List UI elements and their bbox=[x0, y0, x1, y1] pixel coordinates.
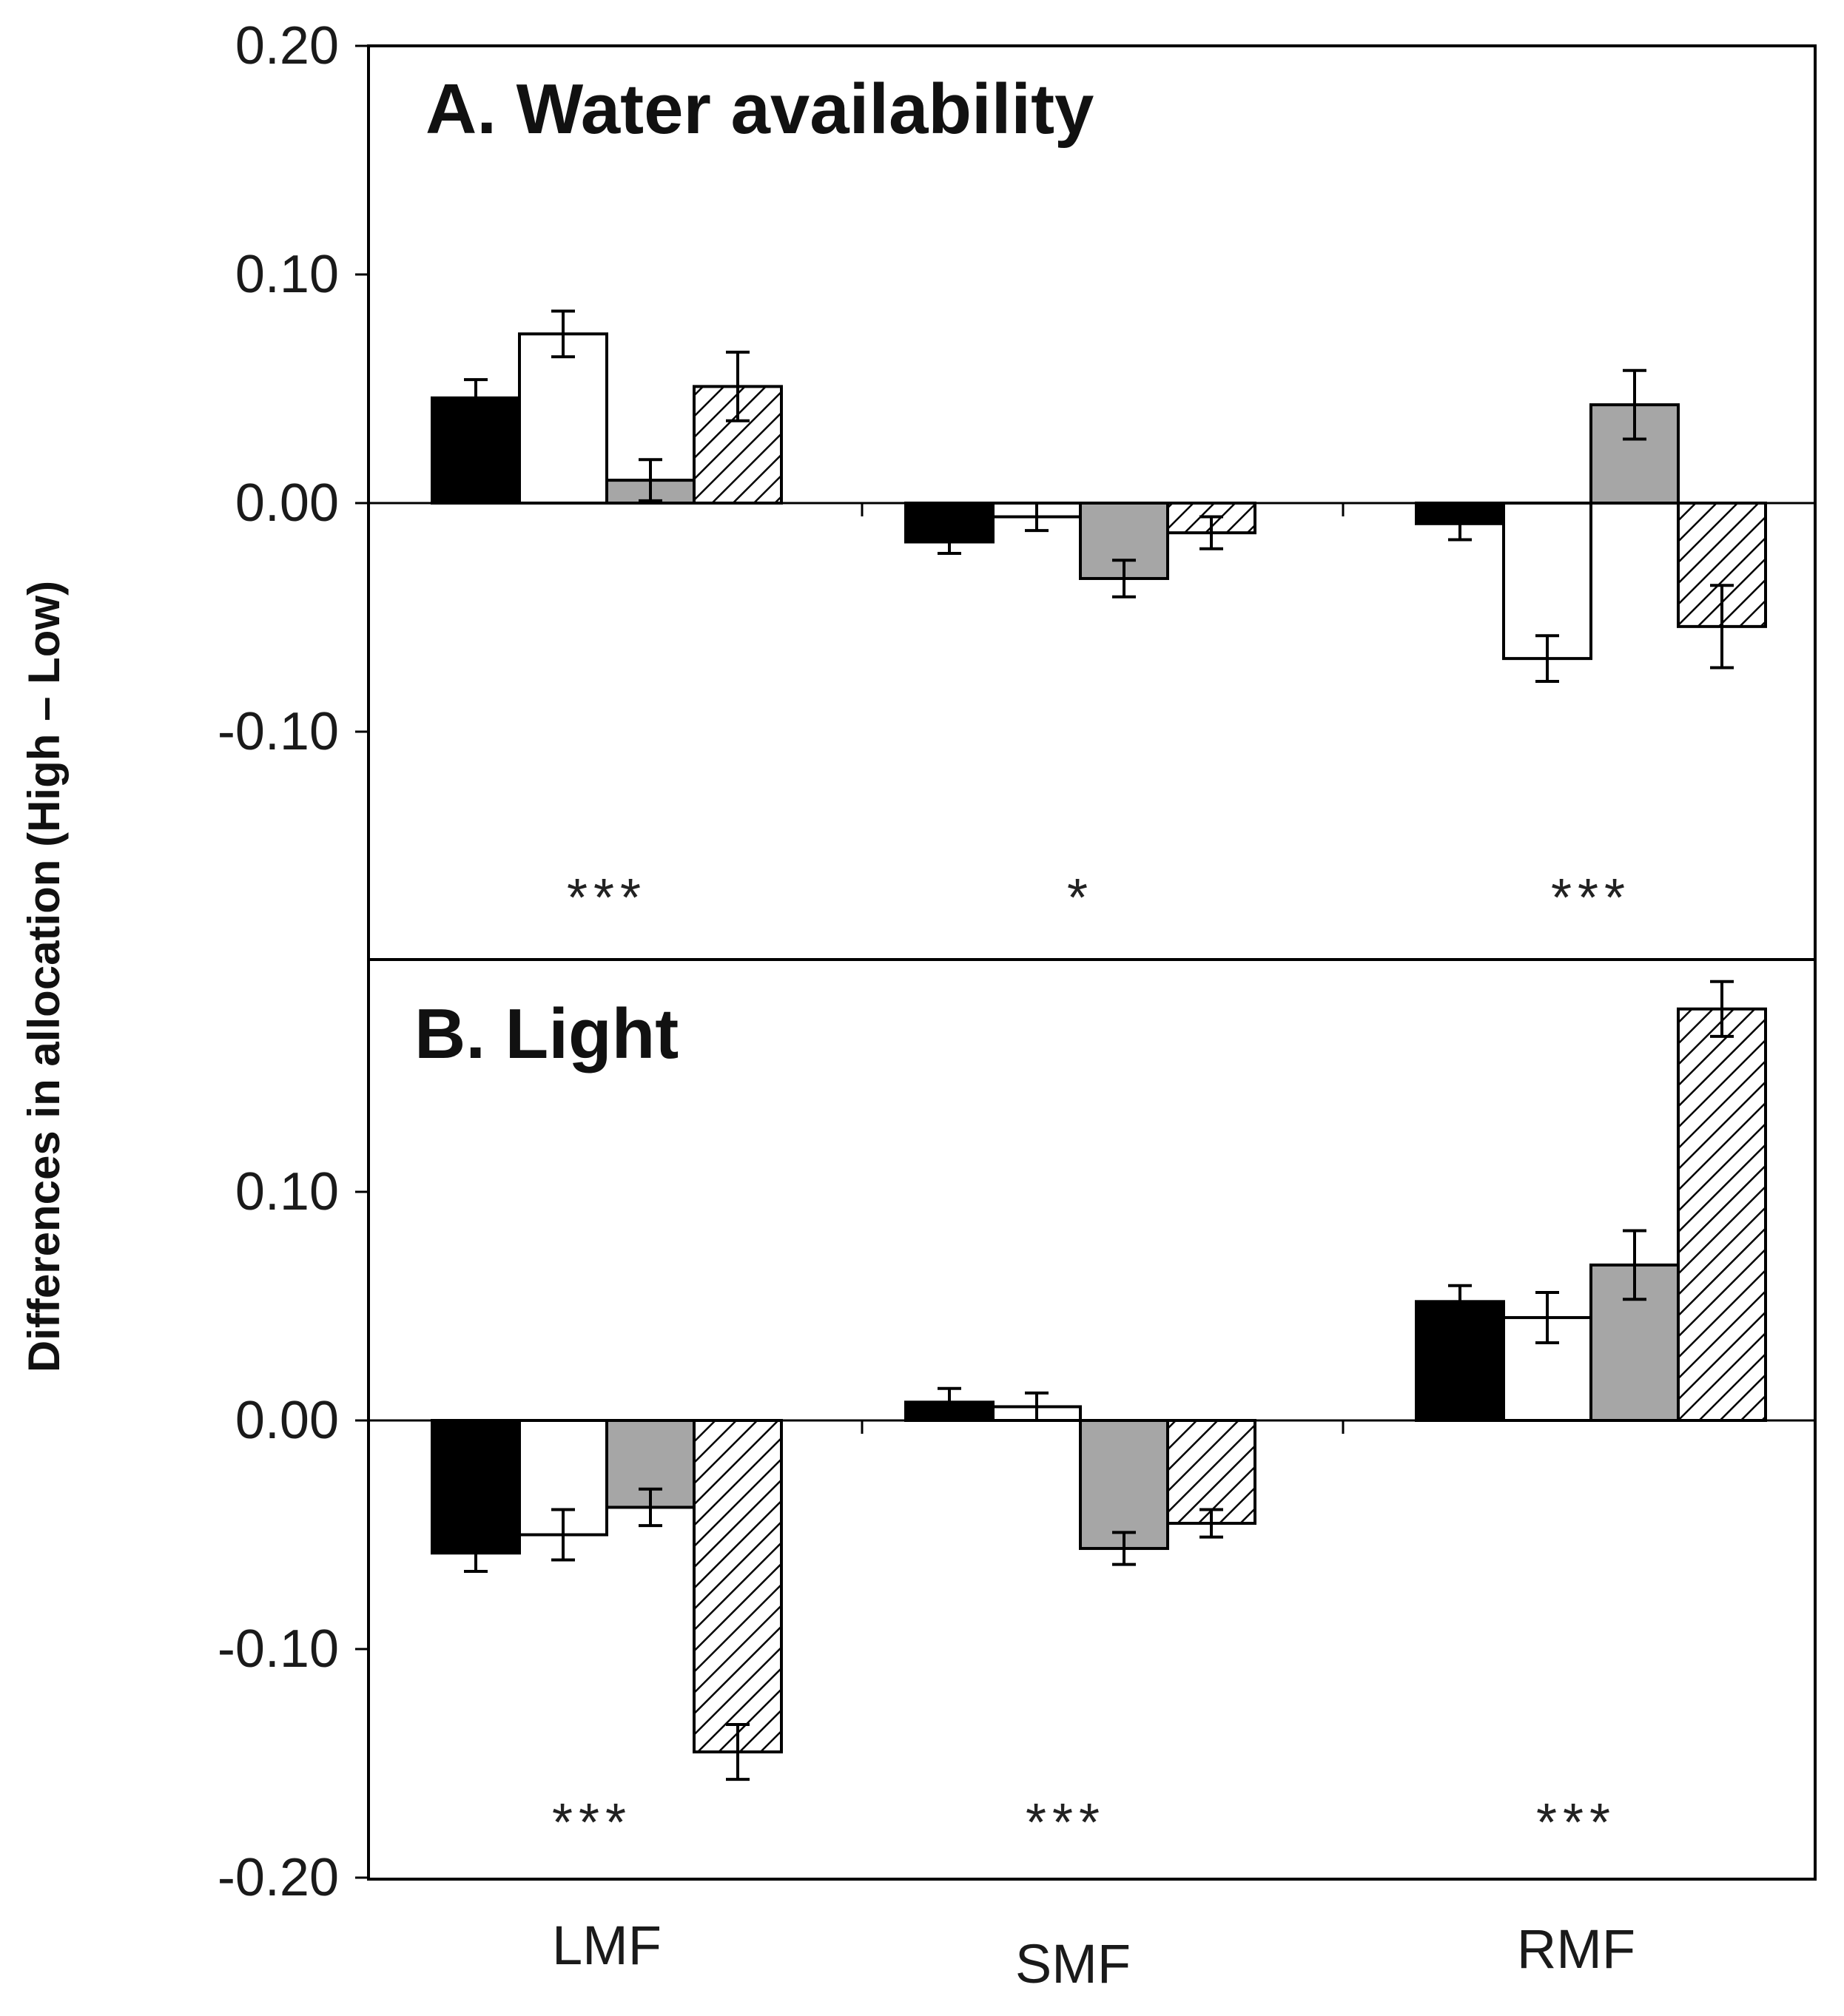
y-axis-title: Differences in allocation (High – Low) bbox=[19, 581, 69, 1372]
significance-label: *** bbox=[1026, 1793, 1106, 1853]
bar bbox=[1079, 1419, 1169, 1551]
y-tick-label: 0.10 bbox=[235, 1162, 339, 1221]
y-tick-label: 0.00 bbox=[235, 1391, 339, 1450]
bar bbox=[1415, 1300, 1505, 1422]
y-tick-label: 0.00 bbox=[235, 473, 339, 533]
bar bbox=[693, 1419, 783, 1754]
significance-label: *** bbox=[1536, 1793, 1616, 1853]
y-tick-label: -0.10 bbox=[218, 1619, 339, 1679]
bar bbox=[1166, 1419, 1256, 1526]
y-tick-label: -0.20 bbox=[218, 1848, 339, 1907]
significance-label: * bbox=[1067, 869, 1094, 928]
category-label: SMF bbox=[1015, 1933, 1131, 1995]
bar bbox=[1677, 1007, 1767, 1423]
y-axis-title-group: Differences in allocation (High – Low) bbox=[19, 581, 69, 1372]
y-tick-label: 0.20 bbox=[235, 16, 339, 75]
category-labels: LMF SMF RMF bbox=[552, 1915, 1635, 1995]
category-label: RMF bbox=[1517, 1918, 1635, 1980]
bar bbox=[518, 332, 608, 505]
panels: 0.200.100.00-0.10A. Water availability**… bbox=[218, 16, 1817, 1907]
panel-title: B. Light bbox=[414, 994, 679, 1073]
y-tick-label: 0.10 bbox=[235, 245, 339, 304]
panel-a: 0.200.100.00-0.10A. Water availability**… bbox=[218, 16, 1817, 961]
panel-title: A. Water availability bbox=[425, 70, 1094, 149]
bar bbox=[1502, 502, 1592, 661]
bar bbox=[904, 502, 995, 544]
significance-label: *** bbox=[552, 1793, 632, 1853]
y-tick-label: -0.10 bbox=[218, 702, 339, 761]
bar bbox=[431, 1419, 521, 1555]
significance-label: *** bbox=[567, 869, 647, 928]
panel-b: 0.10 0.00 -0.10 -0.20 B. Light *** *** *** bbox=[218, 958, 1817, 1907]
significance-label: *** bbox=[1551, 869, 1631, 928]
category-label: LMF bbox=[552, 1915, 662, 1976]
bar bbox=[605, 1419, 696, 1509]
